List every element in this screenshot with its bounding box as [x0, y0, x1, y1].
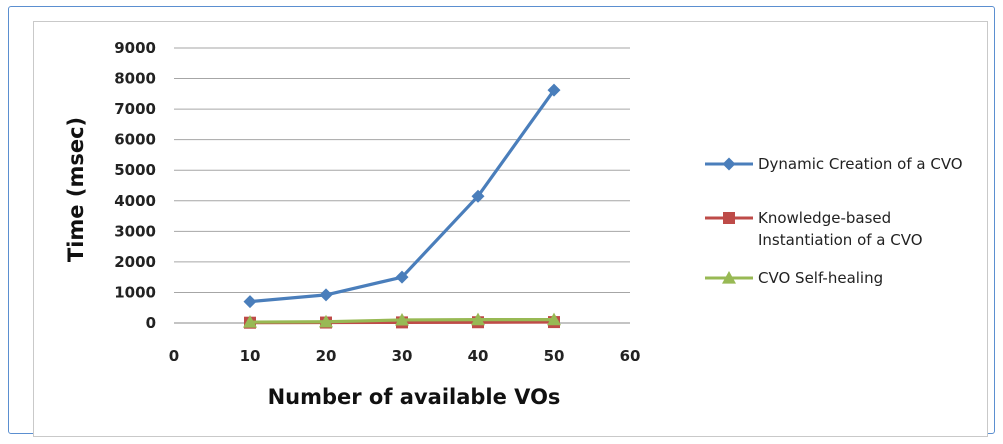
- x-axis-title: Number of available VOs: [268, 385, 561, 409]
- legend-label-2: CVO Self-healing: [758, 269, 883, 287]
- y-axis-title: Time (msec): [64, 117, 88, 262]
- series-2-point-50: [547, 312, 561, 326]
- series-2-point-40: [471, 312, 485, 326]
- chart-frame: [8, 6, 995, 437]
- series-line-0: [249, 89, 556, 304]
- legend-marker-0: [722, 157, 736, 171]
- series-0-point-30: [395, 270, 409, 284]
- x-tick-label-40: 40: [468, 347, 489, 365]
- y-tick-label-0: 0: [146, 314, 156, 332]
- x-tick-label-10: 10: [240, 347, 261, 365]
- chart-area: [33, 21, 988, 437]
- y-tick-label-4000: 4000: [114, 192, 156, 210]
- legend-label-1-line-1: Instantiation of a CVO: [758, 231, 923, 249]
- legend-label-0: Dynamic Creation of a CVO: [758, 155, 963, 173]
- y-tick-label-1000: 1000: [114, 283, 156, 301]
- y-tick-label-2000: 2000: [114, 253, 156, 271]
- x-tick-label-60: 60: [620, 347, 641, 365]
- series-0-point-50: [547, 83, 561, 97]
- y-tick-label-7000: 7000: [114, 100, 156, 118]
- legend-label-1: Knowledge-based Instantiation of a CVO: [758, 209, 923, 249]
- y-tick-label-5000: 5000: [114, 161, 156, 179]
- x-tick-label-0: 0: [169, 347, 179, 365]
- series-0-point-40: [471, 189, 485, 203]
- x-tick-label-20: 20: [316, 347, 337, 365]
- series-2-point-10: [243, 315, 257, 328]
- x-tick-label-30: 30: [392, 347, 413, 365]
- series-2-point-30: [395, 312, 409, 326]
- legend-marker-2: [722, 271, 736, 284]
- y-tick-label-9000: 9000: [114, 39, 156, 57]
- y-tick-label-6000: 6000: [114, 131, 156, 149]
- x-tick-label-50: 50: [544, 347, 565, 365]
- y-tick-label-8000: 8000: [114, 70, 156, 88]
- y-tick-label-3000: 3000: [114, 222, 156, 240]
- legend-marker-1: [723, 212, 735, 224]
- series-0-point-10: [243, 295, 257, 309]
- legend-label-1-line-0: Knowledge-based: [758, 209, 891, 227]
- series-0-point-20: [319, 288, 333, 302]
- series-2-point-20: [319, 314, 333, 328]
